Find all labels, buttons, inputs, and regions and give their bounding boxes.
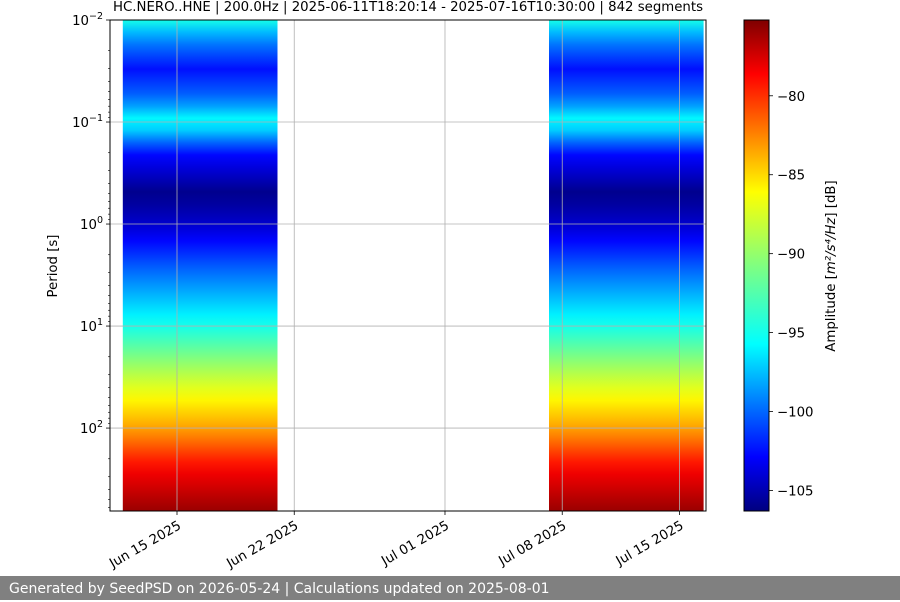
plot-area [110,20,706,511]
plot-frame [109,19,707,512]
colorbar-tick-label: −105 [777,484,814,499]
x-tick-label: Jun 15 2025 [106,518,184,571]
colorbar: −80 −85 −90 −95 −100 −105 Amplitude [m²/s⁴/Hz… [743,19,839,512]
x-tick-label: Jul 08 2025 [496,518,570,569]
colorbar-label-units: m²/s⁴/Hz [824,217,839,274]
y-tick-label: 10−2 [72,11,103,29]
footer-text: Generated by SeedPSD on 2026-05-24 | Cal… [9,581,550,597]
colorbar-tick-label: −80 [777,90,805,105]
colorbar-tick-label: −100 [777,406,814,421]
footer-bar: Generated by SeedPSD on 2026-05-24 | Cal… [0,576,900,600]
y-axis: 10−2 10−1 100 101 102 [72,11,110,508]
x-tick-label: Jul 01 2025 [378,518,452,569]
colorbar-label-suffix: ] [dB] [824,180,839,217]
y-tick-label: 10−1 [72,113,103,131]
y-tick-label: 102 [80,419,103,437]
colorbar-tick-label: −85 [777,169,805,184]
data-segment [122,20,278,511]
colorbar-label: Amplitude [m²/s⁴/Hz] [dB] [824,180,839,351]
psd-figure: HC.NERO..HNE | 200.0Hz | 2025-06-11T18:2… [46,0,839,572]
colorbar-tick-label: −90 [777,248,805,263]
x-tick-label: Jul 15 2025 [613,518,687,569]
y-tick-label: 100 [80,215,103,233]
x-tick-label: Jun 22 2025 [224,518,302,571]
colorbar-gradient [743,19,770,512]
data-segment [549,20,704,511]
chart-title: HC.NERO..HNE | 200.0Hz | 2025-06-11T18:2… [113,0,703,15]
colorbar-tick-label: −95 [777,327,805,342]
y-tick-label: 101 [80,317,103,335]
x-axis: Jun 15 2025 Jun 22 2025 Jul 01 2025 Jul 08 … [106,511,686,572]
colorbar-ticks: −80 −85 −90 −95 −100 −105 [769,90,814,499]
spectrogram-data [122,20,704,511]
colorbar-label-prefix: Amplitude [ [824,274,839,352]
grid [110,20,706,511]
y-axis-label: Period [s] [46,235,61,298]
